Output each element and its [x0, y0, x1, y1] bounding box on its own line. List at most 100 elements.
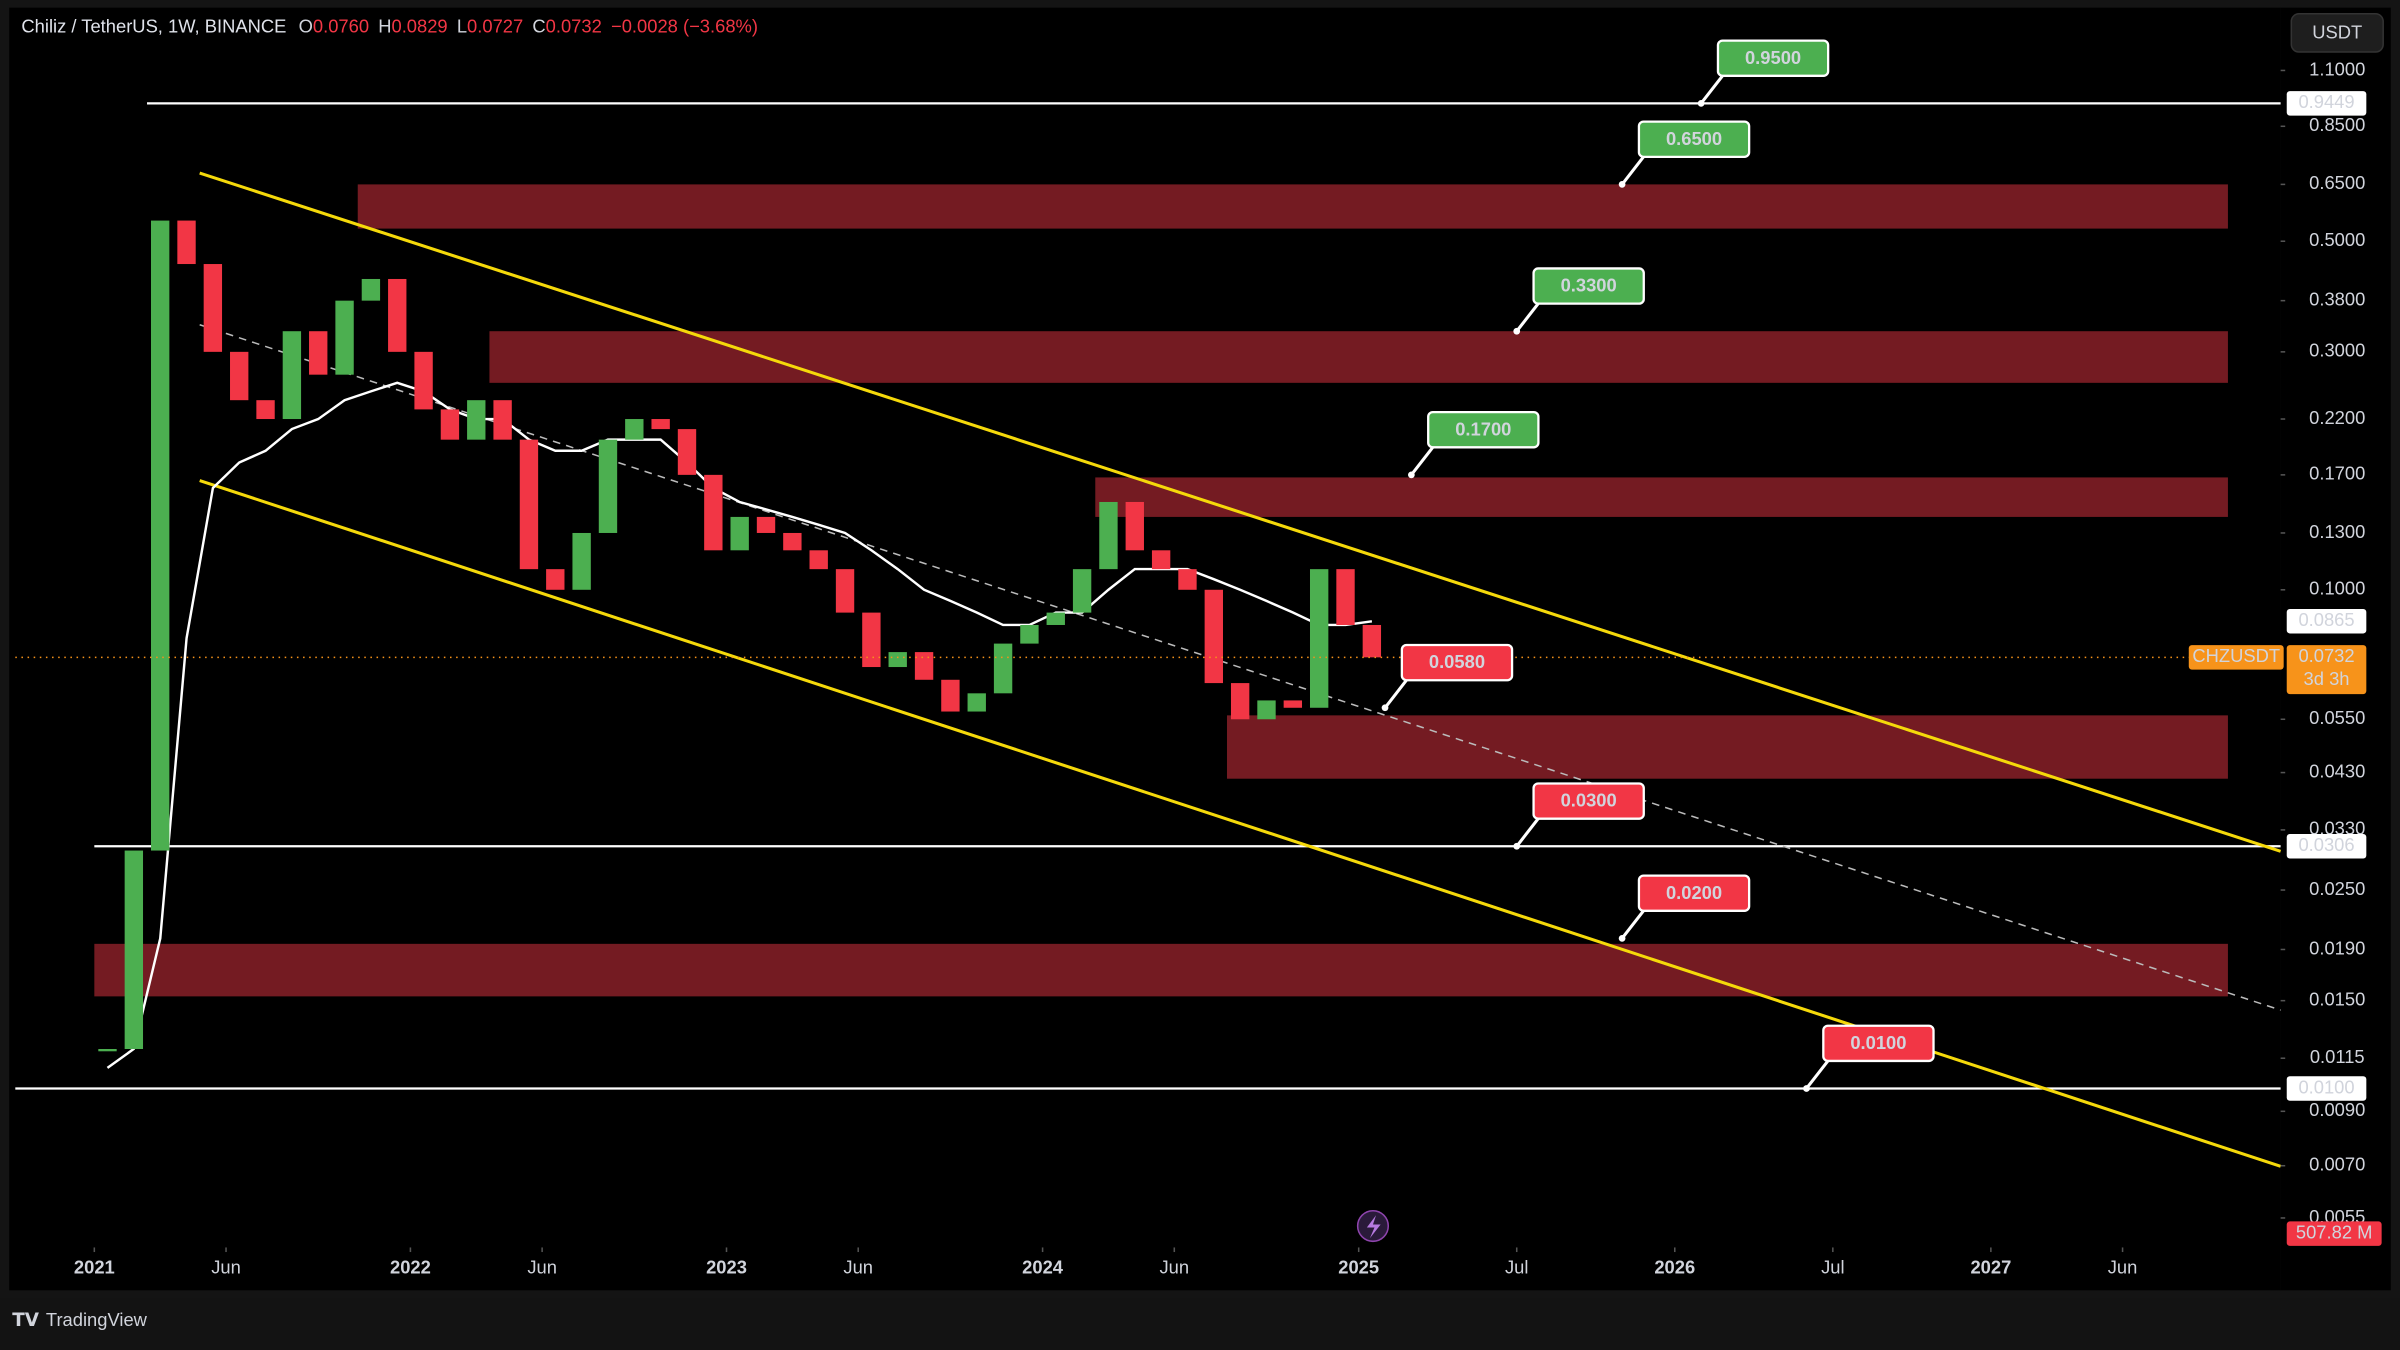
ohlc-value: 0.0829	[391, 15, 447, 36]
candle	[361, 278, 381, 301]
y-tick-label: 0.0150	[2309, 989, 2365, 1010]
resistance-zone	[94, 943, 2228, 997]
candle	[1230, 683, 1250, 720]
annotation-box	[1532, 782, 1645, 820]
volume-tag	[2286, 1221, 2382, 1246]
y-tick-label: 0.1700	[2309, 463, 2365, 484]
y-tick-label: 0.3800	[2309, 288, 2365, 309]
y-tick-label: 0.1000	[2309, 578, 2365, 599]
ohlc-key: L	[457, 15, 467, 36]
currency-label[interactable]: USDT	[2312, 22, 2362, 43]
last-price-tag	[2286, 645, 2367, 695]
candle	[888, 652, 907, 668]
candle	[519, 439, 539, 570]
price-tag-label: 0.9449	[2298, 91, 2354, 112]
candle	[914, 652, 934, 680]
x-tick-label: Jul	[1821, 1257, 1844, 1278]
candle	[493, 400, 512, 440]
candle	[440, 409, 460, 440]
ohlc-key: H	[378, 15, 391, 36]
candle	[835, 569, 855, 613]
x-tick-label: Jun	[1159, 1257, 1189, 1278]
annotation-pointer	[1515, 302, 1540, 333]
resistance-zone	[1226, 715, 2228, 779]
x-tick-label: 2021	[74, 1257, 115, 1278]
candle	[1257, 700, 1276, 720]
candle	[862, 612, 881, 668]
candle	[1046, 612, 1065, 625]
candle	[98, 1048, 117, 1052]
annotation-anchor	[1618, 934, 1626, 942]
annotation-anchor	[1381, 704, 1389, 712]
annotation-box	[1427, 410, 1540, 449]
y-tick-label: 0.0430	[2309, 760, 2365, 781]
candle	[756, 516, 776, 533]
y-tick-label: 0.0190	[2309, 937, 2365, 958]
symbol-header: Chiliz / TetherUS, 1W, BINANCE O0.0760 H0.…	[21, 15, 758, 36]
annotation-label: 0.6500	[1666, 128, 1722, 149]
candle	[1178, 569, 1197, 590]
annotation-pointer	[1620, 155, 1645, 186]
last-price-label: 0.0732	[2298, 645, 2354, 666]
candle	[1283, 700, 1303, 708]
price-tag	[2286, 834, 2367, 859]
candle	[467, 400, 486, 440]
annotation-pointer	[1620, 909, 1645, 940]
candle	[730, 516, 749, 551]
y-tick-label: 0.2200	[2309, 407, 2365, 428]
price-tag-label: 0.0100	[2298, 1076, 2354, 1097]
annotation-pointer	[1515, 817, 1540, 848]
brand-logo: 𝗧𝗩	[12, 1309, 40, 1330]
candle	[256, 400, 275, 420]
y-tick-label: 0.6500	[2309, 172, 2365, 193]
ohlc-value: 0.0727	[467, 15, 523, 36]
candle	[1125, 501, 1144, 551]
annotation-pointer	[1699, 74, 1724, 105]
annotation-pointer	[1383, 679, 1408, 709]
symbol-tag	[2188, 645, 2284, 670]
candle	[124, 850, 144, 1049]
x-tick-label: 2022	[390, 1257, 431, 1278]
ohlc-value: 0.0732	[546, 15, 602, 36]
currency-button[interactable]	[2290, 13, 2384, 53]
y-tick-label: 0.0550	[2309, 707, 2365, 728]
ohlc-value: 0.0760	[313, 15, 369, 36]
candle	[1099, 501, 1118, 570]
symbol: Chiliz / TetherUS, 1W, BINANCE	[21, 15, 286, 36]
candle	[177, 220, 196, 265]
annotation-anchor	[1618, 181, 1626, 188]
candle	[809, 550, 828, 570]
price-tag-label: 0.0306	[2298, 834, 2354, 855]
annotation-label: 0.9500	[1745, 47, 1801, 68]
candle	[677, 429, 697, 475]
footer-bar	[0, 1297, 2400, 1350]
candle	[1072, 569, 1092, 613]
ohlc-key: C	[532, 15, 545, 36]
x-tick-label: 2024	[1022, 1257, 1064, 1278]
candle	[388, 278, 407, 352]
channel-line	[199, 171, 2282, 853]
annotation-label: 0.0300	[1561, 790, 1617, 811]
y-tick-label: 0.0070	[2309, 1154, 2365, 1175]
annotation-box	[1637, 874, 1751, 912]
x-tick-label: Jun	[2108, 1257, 2138, 1278]
candle	[1309, 569, 1329, 708]
resistance-zone	[1095, 477, 2228, 517]
candle	[1020, 624, 1039, 644]
annotation-label: 0.3300	[1561, 275, 1617, 296]
annotation-label: 0.0580	[1429, 651, 1485, 672]
alert-glyph	[1366, 1215, 1381, 1239]
candle	[414, 351, 433, 410]
annotation-anchor	[1803, 1085, 1810, 1092]
resistance-zone	[489, 331, 2228, 383]
candle	[1336, 569, 1355, 625]
resistance-zone	[357, 184, 2228, 229]
annotation-box	[1716, 39, 1830, 77]
symbol-tag-label: CHZUSDT	[2192, 645, 2280, 666]
y-tick-label: 0.5000	[2309, 229, 2365, 250]
candle	[783, 532, 802, 551]
candle	[967, 693, 986, 712]
annotation-anchor	[1407, 471, 1415, 479]
countdown-label: 3d 3h	[2304, 668, 2350, 689]
